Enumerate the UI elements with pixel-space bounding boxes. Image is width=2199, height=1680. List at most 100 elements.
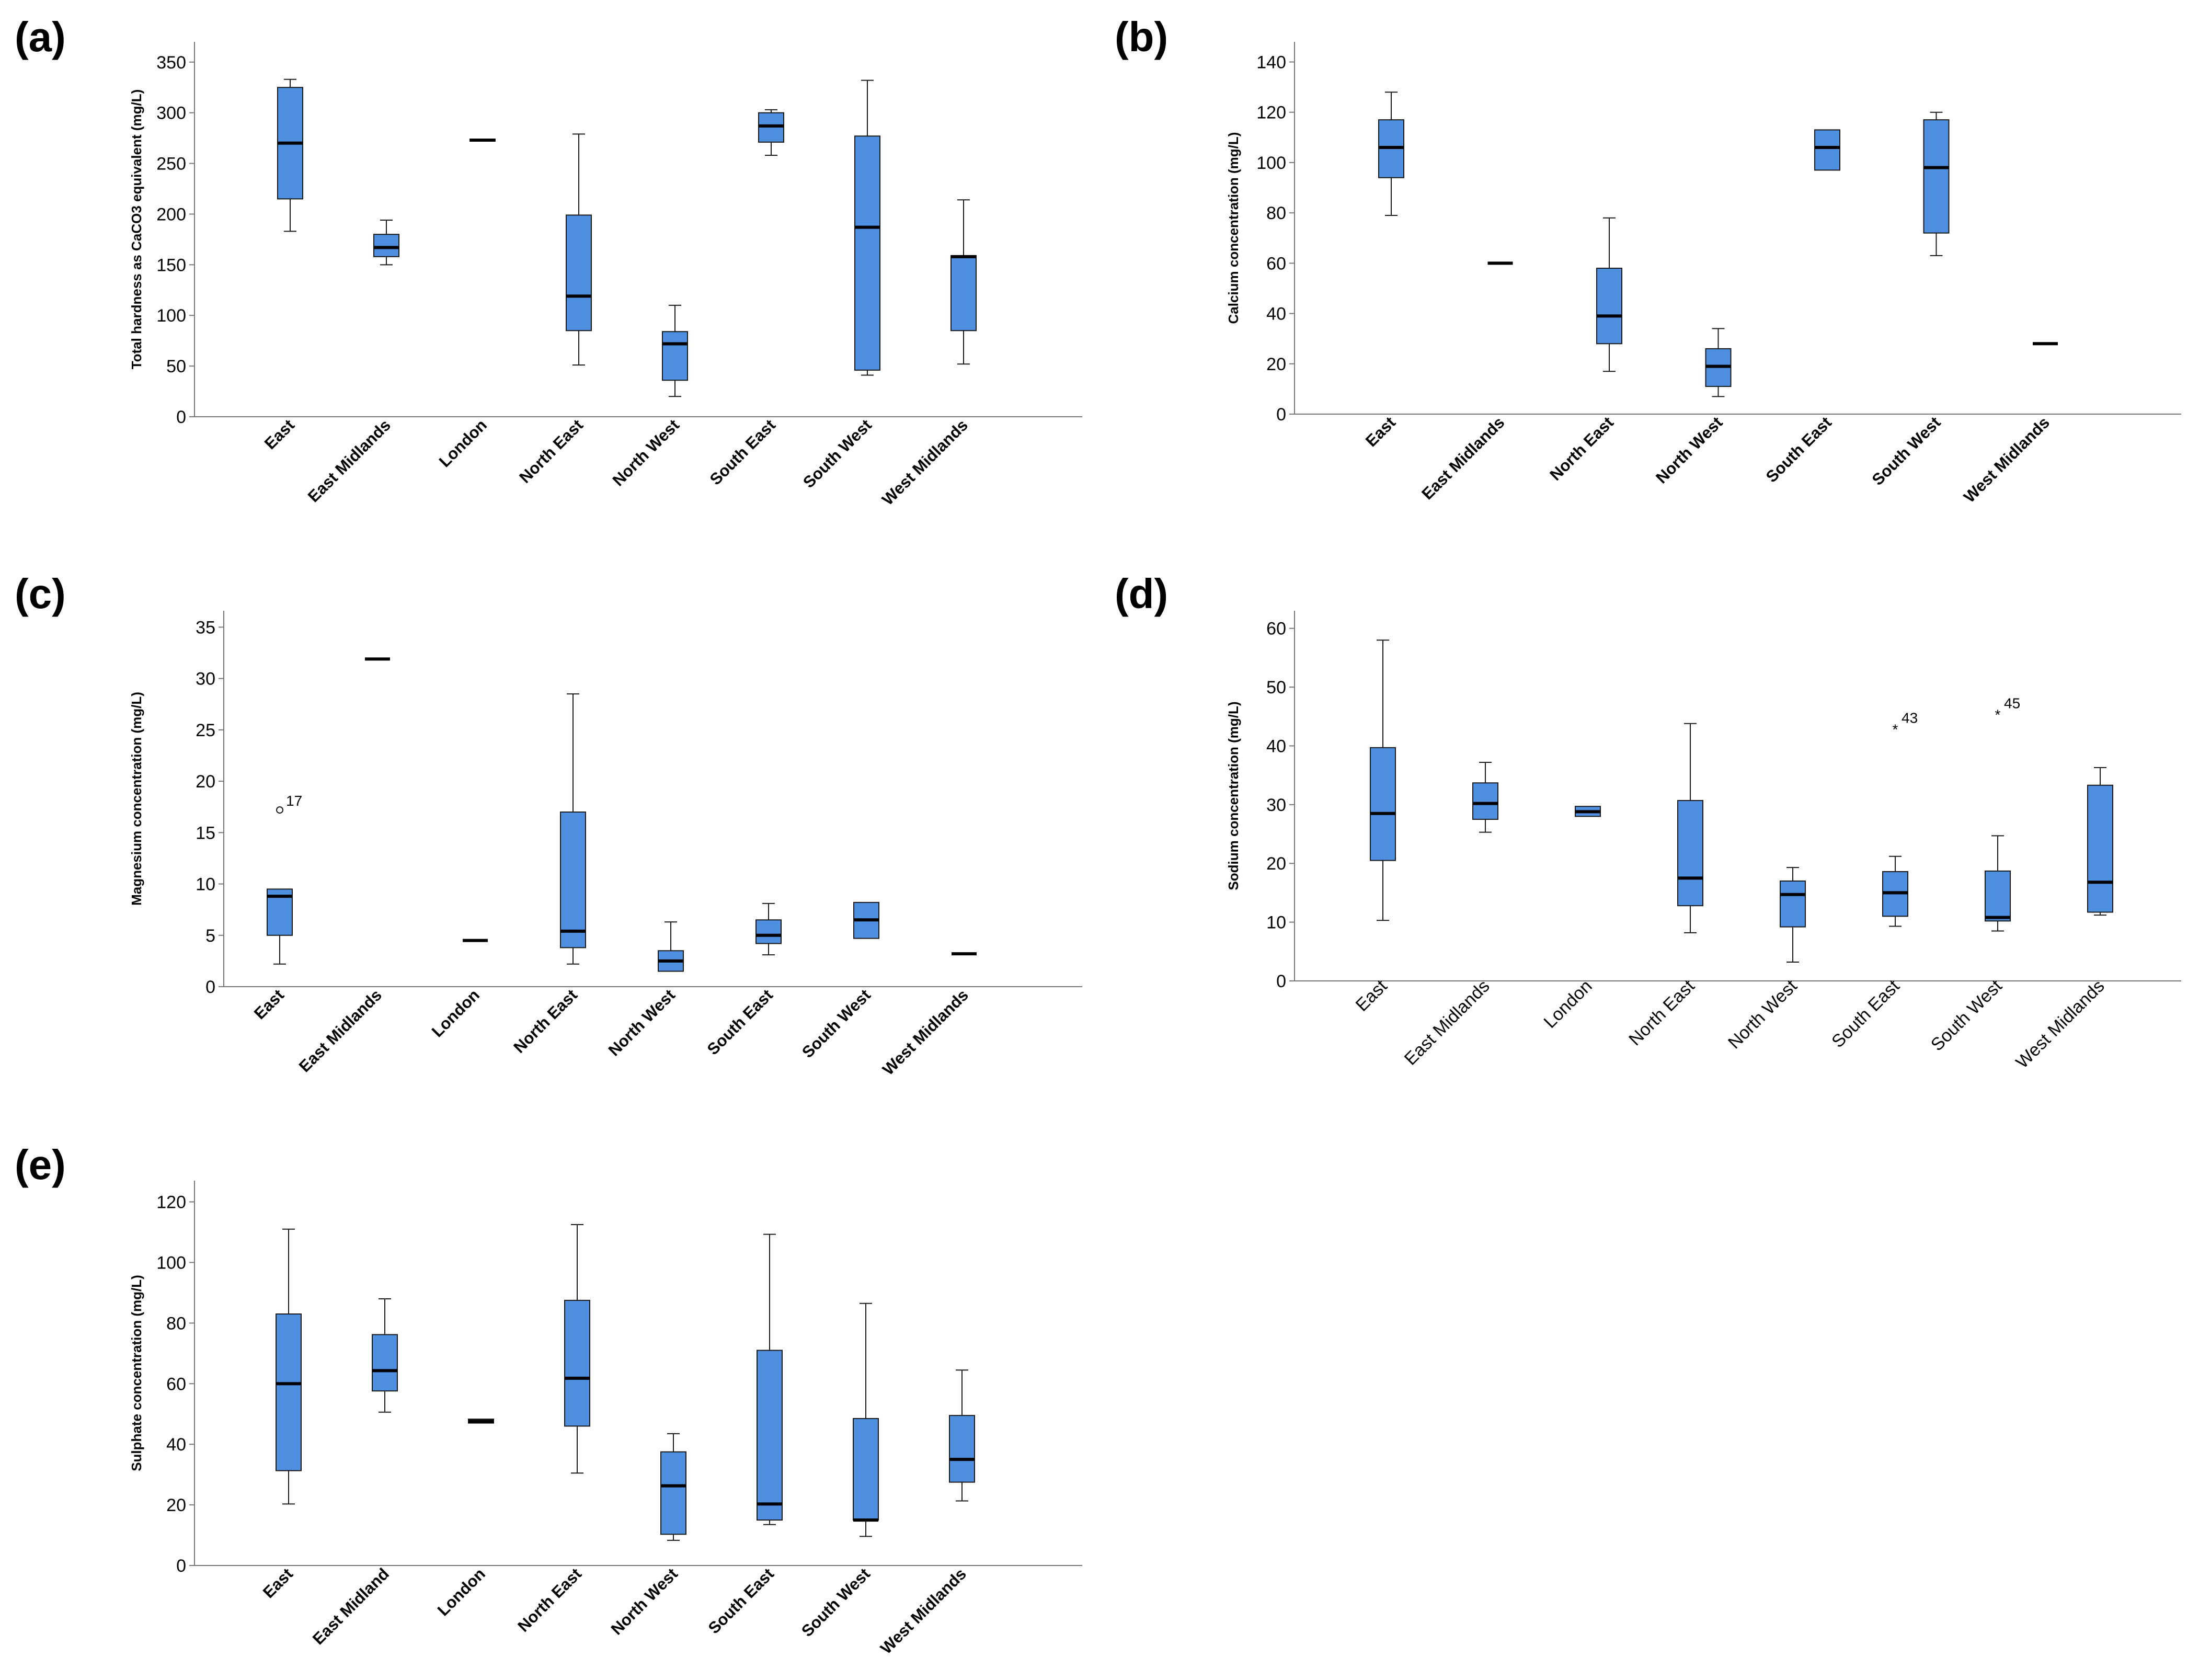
y-tick-label: 0 xyxy=(176,407,186,427)
y-tick-label: 5 xyxy=(205,926,215,946)
panel-c-letter: (c) xyxy=(15,570,66,617)
y-tick-label: 40 xyxy=(166,1435,186,1455)
x-category-label: North West xyxy=(608,1564,681,1638)
box-iqr xyxy=(1814,129,1840,171)
panel-e: (e) 0 20 40 60 80 100 120 Sulphate concentratio… xyxy=(15,1141,1082,1658)
y-tick-label: 20 xyxy=(1266,355,1286,374)
y-axis-title: Calcium concentration (mg/L) xyxy=(1226,132,1241,324)
y-tick-label: 15 xyxy=(196,823,215,843)
box-iqr xyxy=(373,234,399,257)
x-category-label: West Midlands xyxy=(1960,413,2053,506)
x-category-label: London xyxy=(436,416,490,471)
box-iqr xyxy=(853,1418,879,1521)
box-iqr xyxy=(566,214,592,332)
outlier-label: 17 xyxy=(286,793,302,809)
box-iqr xyxy=(1780,880,1806,928)
x-category-label: North East xyxy=(510,986,581,1057)
box-iqr xyxy=(276,1313,302,1471)
x-category-label: East xyxy=(259,1564,296,1602)
y-tick-label: 0 xyxy=(205,977,215,997)
x-category-label: West Midlands xyxy=(878,416,971,509)
box-iqr xyxy=(755,919,782,944)
x-category-label: South West xyxy=(798,986,874,1061)
box-iqr xyxy=(560,812,586,948)
y-tick-label: 60 xyxy=(1266,254,1286,273)
y-tick-label: 0 xyxy=(1276,972,1286,991)
y-tick-label: 30 xyxy=(196,669,215,689)
x-category-label: East Midlands xyxy=(1418,413,1508,503)
y-tick-label: 20 xyxy=(196,772,215,792)
x-category-label: East Midlands xyxy=(295,986,385,1076)
x-category-label: South West xyxy=(1927,976,2006,1055)
x-category-label: London xyxy=(1540,976,1596,1032)
outlier-label: 45 xyxy=(2004,695,2020,711)
y-tick-label: 0 xyxy=(176,1556,186,1576)
box-iqr xyxy=(564,1299,590,1427)
box-iqr xyxy=(662,331,688,381)
y-tick-label: 350 xyxy=(156,53,186,73)
y-tick-label: 30 xyxy=(1266,795,1286,815)
panel-b: (b) 0 20 40 60 80 100 120 140 Calcium concentrat… xyxy=(1115,14,2181,506)
outlier-marker: * xyxy=(1995,706,2001,723)
x-category-label: North West xyxy=(609,416,683,489)
box-iqr xyxy=(950,255,977,332)
panel-d: (d) 0 10 20 30 40 50 60 Sodium concentration (m… xyxy=(1115,570,2181,1072)
y-tick-label: 0 xyxy=(1276,405,1286,425)
y-tick-label: 60 xyxy=(1266,619,1286,639)
x-category-label: East Midlands xyxy=(1401,976,1494,1069)
y-tick-label: 10 xyxy=(196,875,215,895)
y-tick-label: 300 xyxy=(156,104,186,123)
y-tick-label: 10 xyxy=(1266,913,1286,933)
x-category-label: North East xyxy=(1546,413,1617,484)
y-axis-title: Sulphate concentration (mg/L) xyxy=(129,1275,144,1471)
outlier-marker xyxy=(276,806,283,814)
y-tick-label: 100 xyxy=(1256,153,1286,173)
y-axis-title: Magnesium concentration (mg/L) xyxy=(129,692,144,906)
x-category-label: South East xyxy=(1762,413,1835,486)
y-tick-label: 50 xyxy=(1266,678,1286,698)
x-category-label: North West xyxy=(1652,413,1726,487)
x-category-label: East Midlands xyxy=(304,416,394,506)
box-iqr xyxy=(1472,782,1498,820)
box-iqr xyxy=(949,1415,975,1483)
box-iqr xyxy=(1596,267,1622,345)
box-iqr xyxy=(1677,799,1703,907)
y-tick-label: 35 xyxy=(196,618,215,637)
x-category-label: South East xyxy=(1828,976,1904,1052)
y-tick-label: 150 xyxy=(156,255,186,275)
panel-d-letter: (d) xyxy=(1115,570,1168,617)
x-category-label: West Midlands xyxy=(877,1564,970,1658)
box-iqr xyxy=(757,1350,783,1521)
x-category-label: North West xyxy=(1724,976,1801,1053)
x-category-label: East xyxy=(261,416,298,453)
y-tick-label: 20 xyxy=(166,1495,186,1515)
x-category-label: South West xyxy=(1869,413,1944,489)
x-category-label: London xyxy=(434,1564,489,1619)
y-tick-label: 120 xyxy=(156,1193,186,1213)
box-iqr xyxy=(660,1451,686,1535)
y-axis-title: Sodium concentration (mg/L) xyxy=(1226,701,1241,890)
outlier-marker: * xyxy=(1893,722,1898,738)
x-category-label: North West xyxy=(605,986,679,1059)
y-tick-label: 40 xyxy=(1266,736,1286,756)
box-iqr xyxy=(1985,870,2011,922)
y-tick-label: 20 xyxy=(1266,854,1286,874)
y-tick-label: 40 xyxy=(1266,304,1286,324)
x-category-label: London xyxy=(428,986,483,1041)
x-category-label: South East xyxy=(705,1564,777,1637)
panel-e-letter: (e) xyxy=(15,1141,66,1188)
box-iqr xyxy=(854,135,880,371)
x-category-label: South East xyxy=(704,986,776,1058)
x-category-label: East xyxy=(250,986,288,1023)
y-tick-label: 60 xyxy=(166,1374,186,1394)
y-tick-label: 50 xyxy=(166,357,186,376)
x-category-label: East Midland xyxy=(309,1564,393,1648)
panel-a: (a) 0 50 100 150 200 250 300 350 Total hardness … xyxy=(15,14,1082,509)
y-tick-label: 100 xyxy=(156,1253,186,1273)
x-category-label: South East xyxy=(706,416,779,488)
y-tick-label: 25 xyxy=(196,721,215,740)
y-tick-label: 80 xyxy=(166,1313,186,1333)
x-category-label: East xyxy=(1362,413,1399,450)
y-tick-label: 200 xyxy=(156,204,186,224)
